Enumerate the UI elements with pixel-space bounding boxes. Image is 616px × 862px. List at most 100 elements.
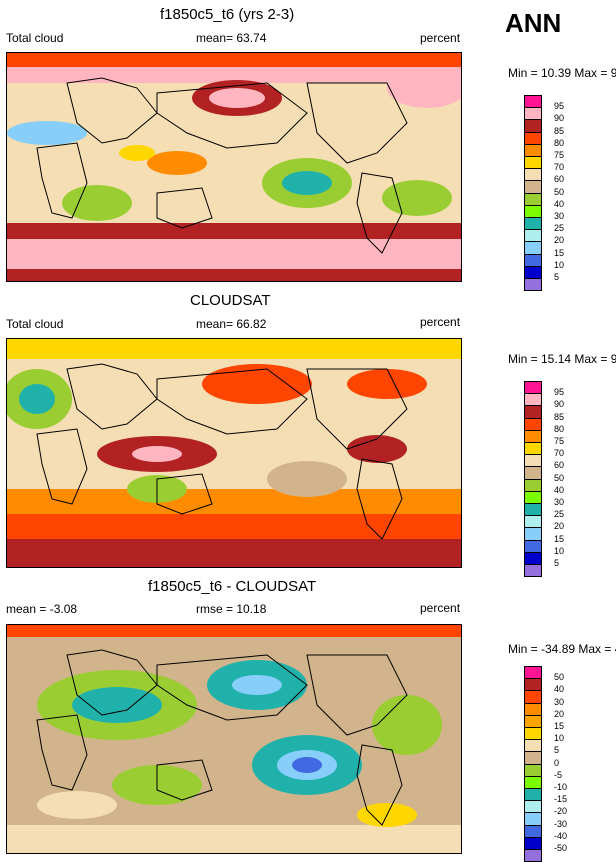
colorbar-tick-label: 5: [554, 272, 560, 282]
contour-region: [202, 364, 312, 404]
colorbar-swatch: [524, 690, 542, 704]
panel2-map: [6, 338, 462, 568]
contour-region: [347, 435, 407, 463]
contour-region: [132, 446, 182, 462]
colorbar-tick-label: 90: [554, 399, 565, 410]
colorbar-tick-label: 20: [554, 521, 565, 532]
colorbar-tick-label: 95: [554, 387, 565, 398]
panel3-mean-label: mean = -3.08: [6, 602, 78, 616]
colorbar-swatch: [524, 393, 542, 407]
contour-band: [7, 825, 461, 853]
colorbar-swatch: [524, 824, 542, 838]
colorbar-swatch: [524, 812, 542, 826]
contour-region: [347, 369, 427, 399]
panel1-minmax-label: Min = 10.39 Max = 99.09: [508, 66, 616, 80]
contour-band: [7, 67, 461, 83]
coastline: [156, 368, 308, 435]
colorbar-swatch: [524, 454, 542, 468]
contour-region: [7, 121, 87, 145]
coastline: [156, 187, 213, 229]
colorbar-tick-label: 15: [554, 247, 565, 258]
coastline: [356, 172, 403, 254]
colorbar-swatch: [524, 714, 542, 728]
colorbar-swatch: [524, 739, 542, 753]
colorbar-tick-label: -20: [554, 806, 568, 817]
colorbar-swatch: [524, 417, 542, 431]
colorbar-tick-label: -50: [554, 843, 568, 853]
colorbar-swatch: [524, 278, 542, 292]
colorbar-tick-label: 25: [554, 223, 565, 234]
coastline: [156, 82, 308, 149]
coastline: [36, 142, 88, 219]
panel1-map: [6, 52, 462, 282]
colorbar-swatch: [524, 265, 542, 279]
colorbar-swatch: [524, 551, 542, 565]
contour-region: [37, 791, 117, 819]
colorbar-tick-label: -30: [554, 818, 568, 829]
colorbar-tick-label: 25: [554, 509, 565, 520]
colorbar-tick-label: 70: [554, 448, 565, 459]
panel3-units-label: percent: [420, 601, 461, 615]
coastline: [156, 759, 213, 801]
contour-region: [382, 180, 452, 216]
colorbar-swatch: [524, 702, 542, 716]
colorbar-tick-label: 40: [554, 684, 565, 695]
colorbar-tick-label: 40: [554, 198, 565, 209]
coastline: [156, 654, 308, 721]
panel2-units-label: percent: [420, 315, 461, 329]
colorbar-swatch: [524, 515, 542, 529]
colorbar-swatch: [524, 192, 542, 206]
colorbar-tick-label: 75: [554, 436, 565, 446]
contour-band: [7, 339, 461, 359]
panel3-rmse-label: rmse = 10.18: [196, 602, 267, 616]
contour-band: [7, 539, 461, 567]
colorbar-swatch: [524, 180, 542, 194]
contour-region: [62, 185, 132, 221]
colorbar-swatch: [524, 564, 542, 578]
colorbar-swatch: [524, 751, 542, 765]
colorbar-tick-label: 30: [554, 211, 565, 221]
colorbar-tick-label: 95: [554, 101, 565, 112]
colorbar-tick-label: 75: [554, 150, 565, 160]
colorbar-tick-label: -40: [554, 830, 568, 841]
panel1-title: f1850c5_t6 (yrs 2-3): [160, 6, 295, 23]
colorbar-tick-label: 80: [554, 137, 565, 148]
colorbar-tick-label: 30: [554, 497, 565, 507]
contour-band: [7, 625, 461, 637]
coastline: [66, 77, 158, 144]
colorbar-tick-label: 70: [554, 162, 565, 173]
panel1-mean-label: mean= 63.74: [196, 31, 267, 45]
panel2-minmax-label: Min = 15.14 Max = 94.20: [508, 352, 616, 366]
colorbar-swatch: [524, 800, 542, 814]
colorbar-swatch: [524, 229, 542, 243]
colorbar-tick-label: 10: [554, 733, 565, 744]
colorbar-tick-label: 90: [554, 113, 565, 124]
coastline: [36, 714, 88, 791]
coastline: [156, 473, 213, 515]
colorbar-swatch: [524, 763, 542, 777]
contour-region: [119, 145, 155, 161]
contour-band: [7, 53, 461, 67]
colorbar-tick-label: 50: [554, 186, 565, 197]
contour-band: [7, 269, 461, 281]
colorbar-swatch: [524, 241, 542, 255]
colorbar-swatch: [524, 539, 542, 553]
contour-region: [147, 151, 207, 175]
colorbar-swatch: [524, 143, 542, 157]
colorbar-swatch: [524, 527, 542, 541]
coastline: [356, 458, 403, 540]
coastline: [306, 82, 408, 164]
colorbar-tick-label: 85: [554, 411, 565, 422]
colorbar-swatch: [524, 107, 542, 121]
panel3-contour-field: [7, 625, 461, 853]
panel2-variable-label: Total cloud: [6, 317, 64, 331]
coastline: [36, 428, 88, 505]
colorbar-tick-label: 20: [554, 708, 565, 719]
panel3-title: f1850c5_t6 - CLOUDSAT: [148, 578, 317, 595]
colorbar-tick-label: 60: [554, 460, 565, 471]
contour-region: [232, 675, 282, 695]
colorbar-swatch: [524, 478, 542, 492]
colorbar-tick-label: 50: [554, 672, 565, 683]
panel2-mean-label: mean= 66.82: [196, 317, 267, 331]
colorbar-swatch: [524, 849, 542, 862]
